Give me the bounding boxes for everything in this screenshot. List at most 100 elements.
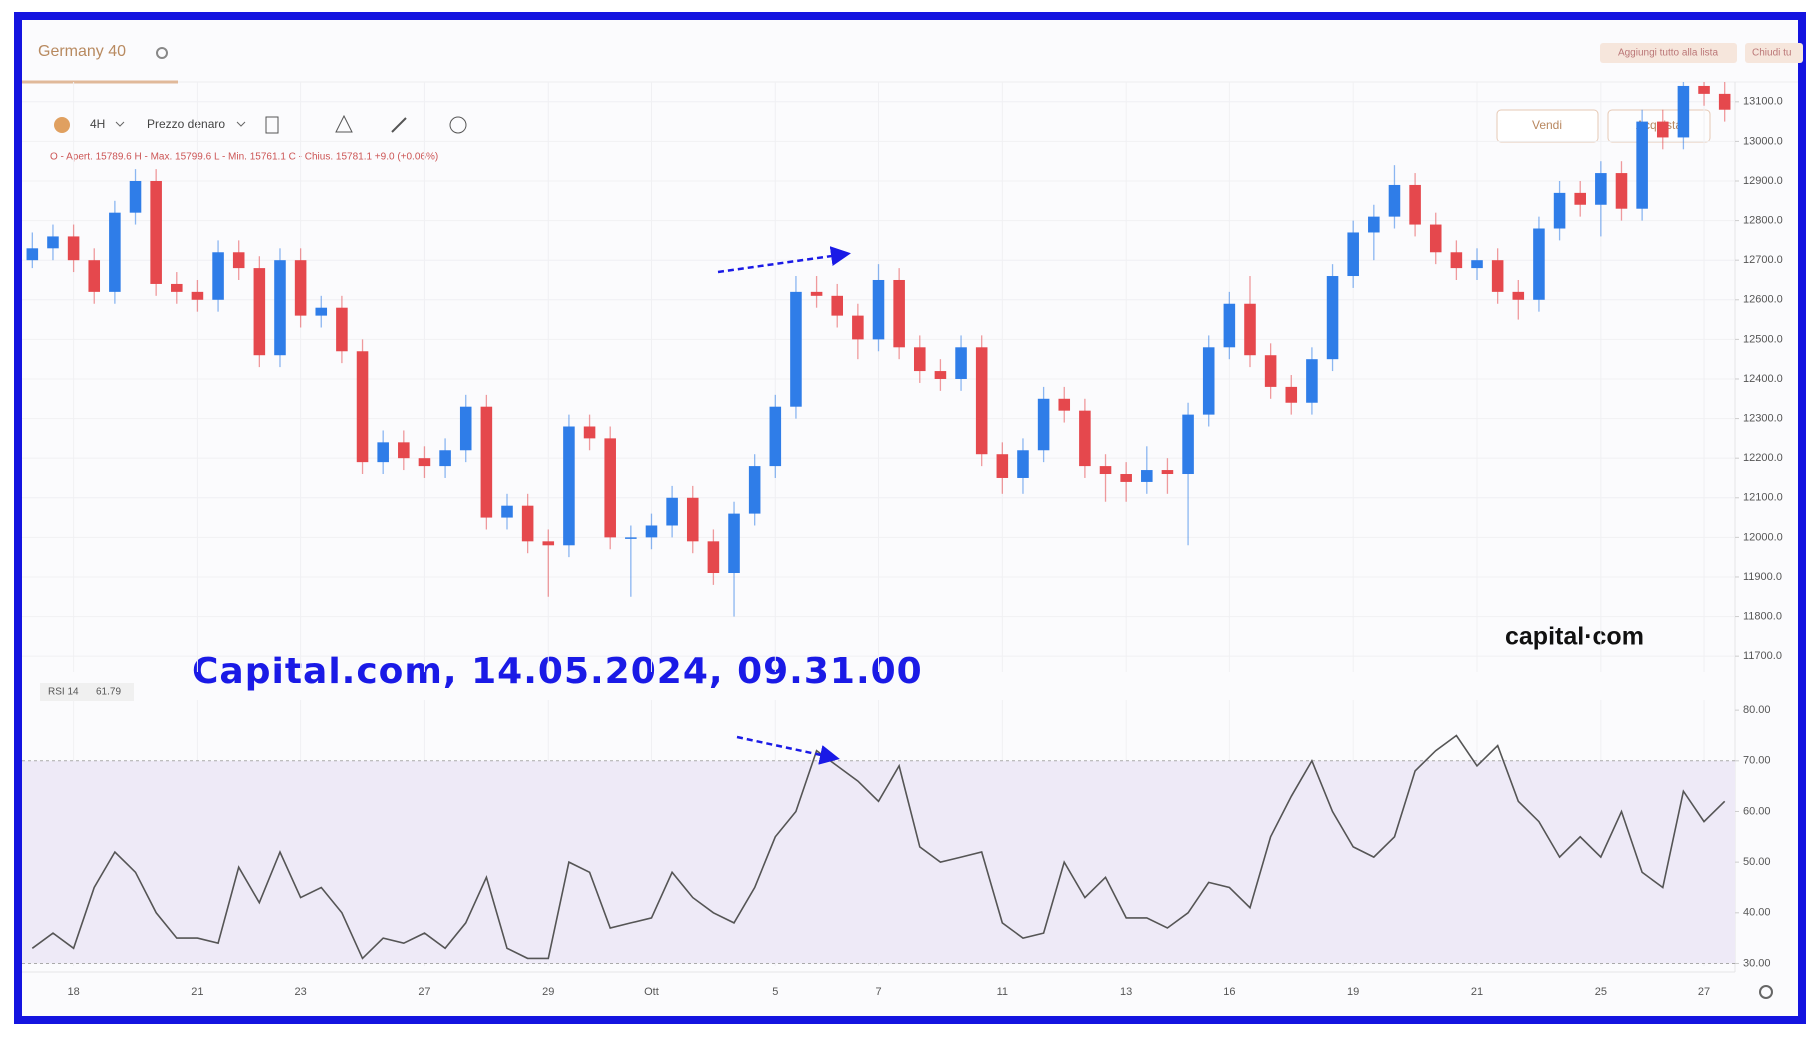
candle-body [604,438,616,538]
candle-body [1553,192,1566,229]
candle-body [315,307,328,316]
candle-body [1595,173,1607,205]
layers-icon[interactable] [449,116,467,134]
price-type[interactable]: Prezzo denaro [147,117,225,131]
candle-body [501,505,513,518]
plot: 18 21 23 27 29 Ott 5 7 11 13 16 19 21 25 27 11700.0 1180… [22,82,1783,998]
y-tick-label: 12900.0 [1743,175,1783,187]
draw-icon[interactable] [335,114,353,133]
x-tick-label: 27 [1698,986,1710,998]
chevron [236,121,246,127]
candle-body [1202,347,1215,415]
x-tick-label: 19 [1347,986,1359,998]
y-tick-label: 50.00 [1743,856,1771,868]
settings-icon[interactable] [156,47,168,59]
candle-body [1512,291,1525,300]
candle-body [1264,355,1277,387]
candle-body [1574,192,1586,205]
toolbar-icon[interactable] [54,117,70,133]
candle-body [542,541,555,546]
add-all-button[interactable] [1600,43,1737,63]
candle-body [480,406,493,518]
candle-body [1161,470,1174,475]
candle-body [645,525,658,538]
candles [26,82,1731,617]
sell-button[interactable] [1496,109,1599,143]
candle-body [913,347,926,372]
interval[interactable]: 4H [90,117,105,131]
y-tick-label: 12600.0 [1743,294,1783,306]
candle-body [1244,303,1256,356]
candle-body [1347,232,1359,277]
y-tick-label: 80.00 [1743,704,1771,716]
y-tick-label: 11900.0 [1743,571,1782,583]
candle-body [748,466,761,514]
candle-body [274,260,286,356]
tab-title[interactable]: Germany 40 [38,43,126,60]
candle-body [852,315,864,340]
y-tick-label: 12200.0 [1743,452,1783,464]
candle-body [88,260,101,292]
candle-body [129,180,142,213]
candle-body [191,291,204,300]
axis-settings[interactable] [1759,985,1773,999]
x-tick-label: 5 [772,986,778,998]
candle-body [212,252,224,300]
y-tick-label: 12300.0 [1743,412,1783,424]
candle-body [377,442,389,463]
x-tick-label: 11 [997,986,1008,998]
x-tick-label: 7 [875,986,881,998]
candle-body [893,279,905,348]
candle-body [1429,224,1442,253]
candle-body [1017,450,1029,478]
candle-body [1491,260,1504,292]
candle-body [1120,474,1132,482]
candle-body [1718,93,1731,110]
candle-body [831,295,844,316]
candle-body [1368,216,1380,233]
y-tick-label: 11800.0 [1743,610,1782,622]
rsi-value: 61.79 [96,687,121,698]
candle-body [1285,386,1298,403]
x-tick-label: 21 [191,986,203,998]
x-tick-label: 21 [1471,986,1483,998]
candle-body [1037,398,1050,451]
x-tick-label: 16 [1223,986,1235,998]
candle-body [955,347,967,379]
candle-body [67,236,80,261]
candle-body [26,248,39,261]
divergence-arrow [736,735,840,765]
y-tick-label: 12400.0 [1743,373,1783,385]
x-tick-label: 29 [542,986,554,998]
y-tick-label: 11700.0 [1743,650,1782,662]
candle-body [109,212,121,292]
candle-body [253,268,266,356]
candle-body [810,291,823,296]
chart-type-icon[interactable] [265,116,279,134]
candle-body [521,505,534,542]
sell-label[interactable]: Vendi [1532,118,1562,132]
pen-icon[interactable] [391,117,407,133]
candle-body [728,513,740,574]
candle-body [1615,173,1628,209]
x-tick-label: 23 [294,986,306,998]
band [22,760,1735,964]
candle-body [769,406,782,467]
y-tick-label: 40.00 [1743,907,1771,919]
candle-body [625,537,637,539]
close-all-button[interactable] [1745,43,1803,63]
candle-body [1450,252,1463,269]
candle-body [1471,260,1483,269]
candle-body [294,260,307,316]
y-tick-label: 30.00 [1743,957,1771,969]
rsi-line [31,734,1726,960]
x-tick-label: 13 [1120,986,1132,998]
watermark: Capital.com, 14.05.2024, 09.31.00 [192,651,923,692]
add-all-label[interactable]: Aggiungi tutto alla lista [1618,48,1719,59]
candle-body [232,252,245,269]
candle-body [398,442,410,459]
candle-body [1223,303,1236,348]
divergence-arrow [717,246,851,274]
close-all-label[interactable]: Chiudi tu [1752,48,1791,59]
